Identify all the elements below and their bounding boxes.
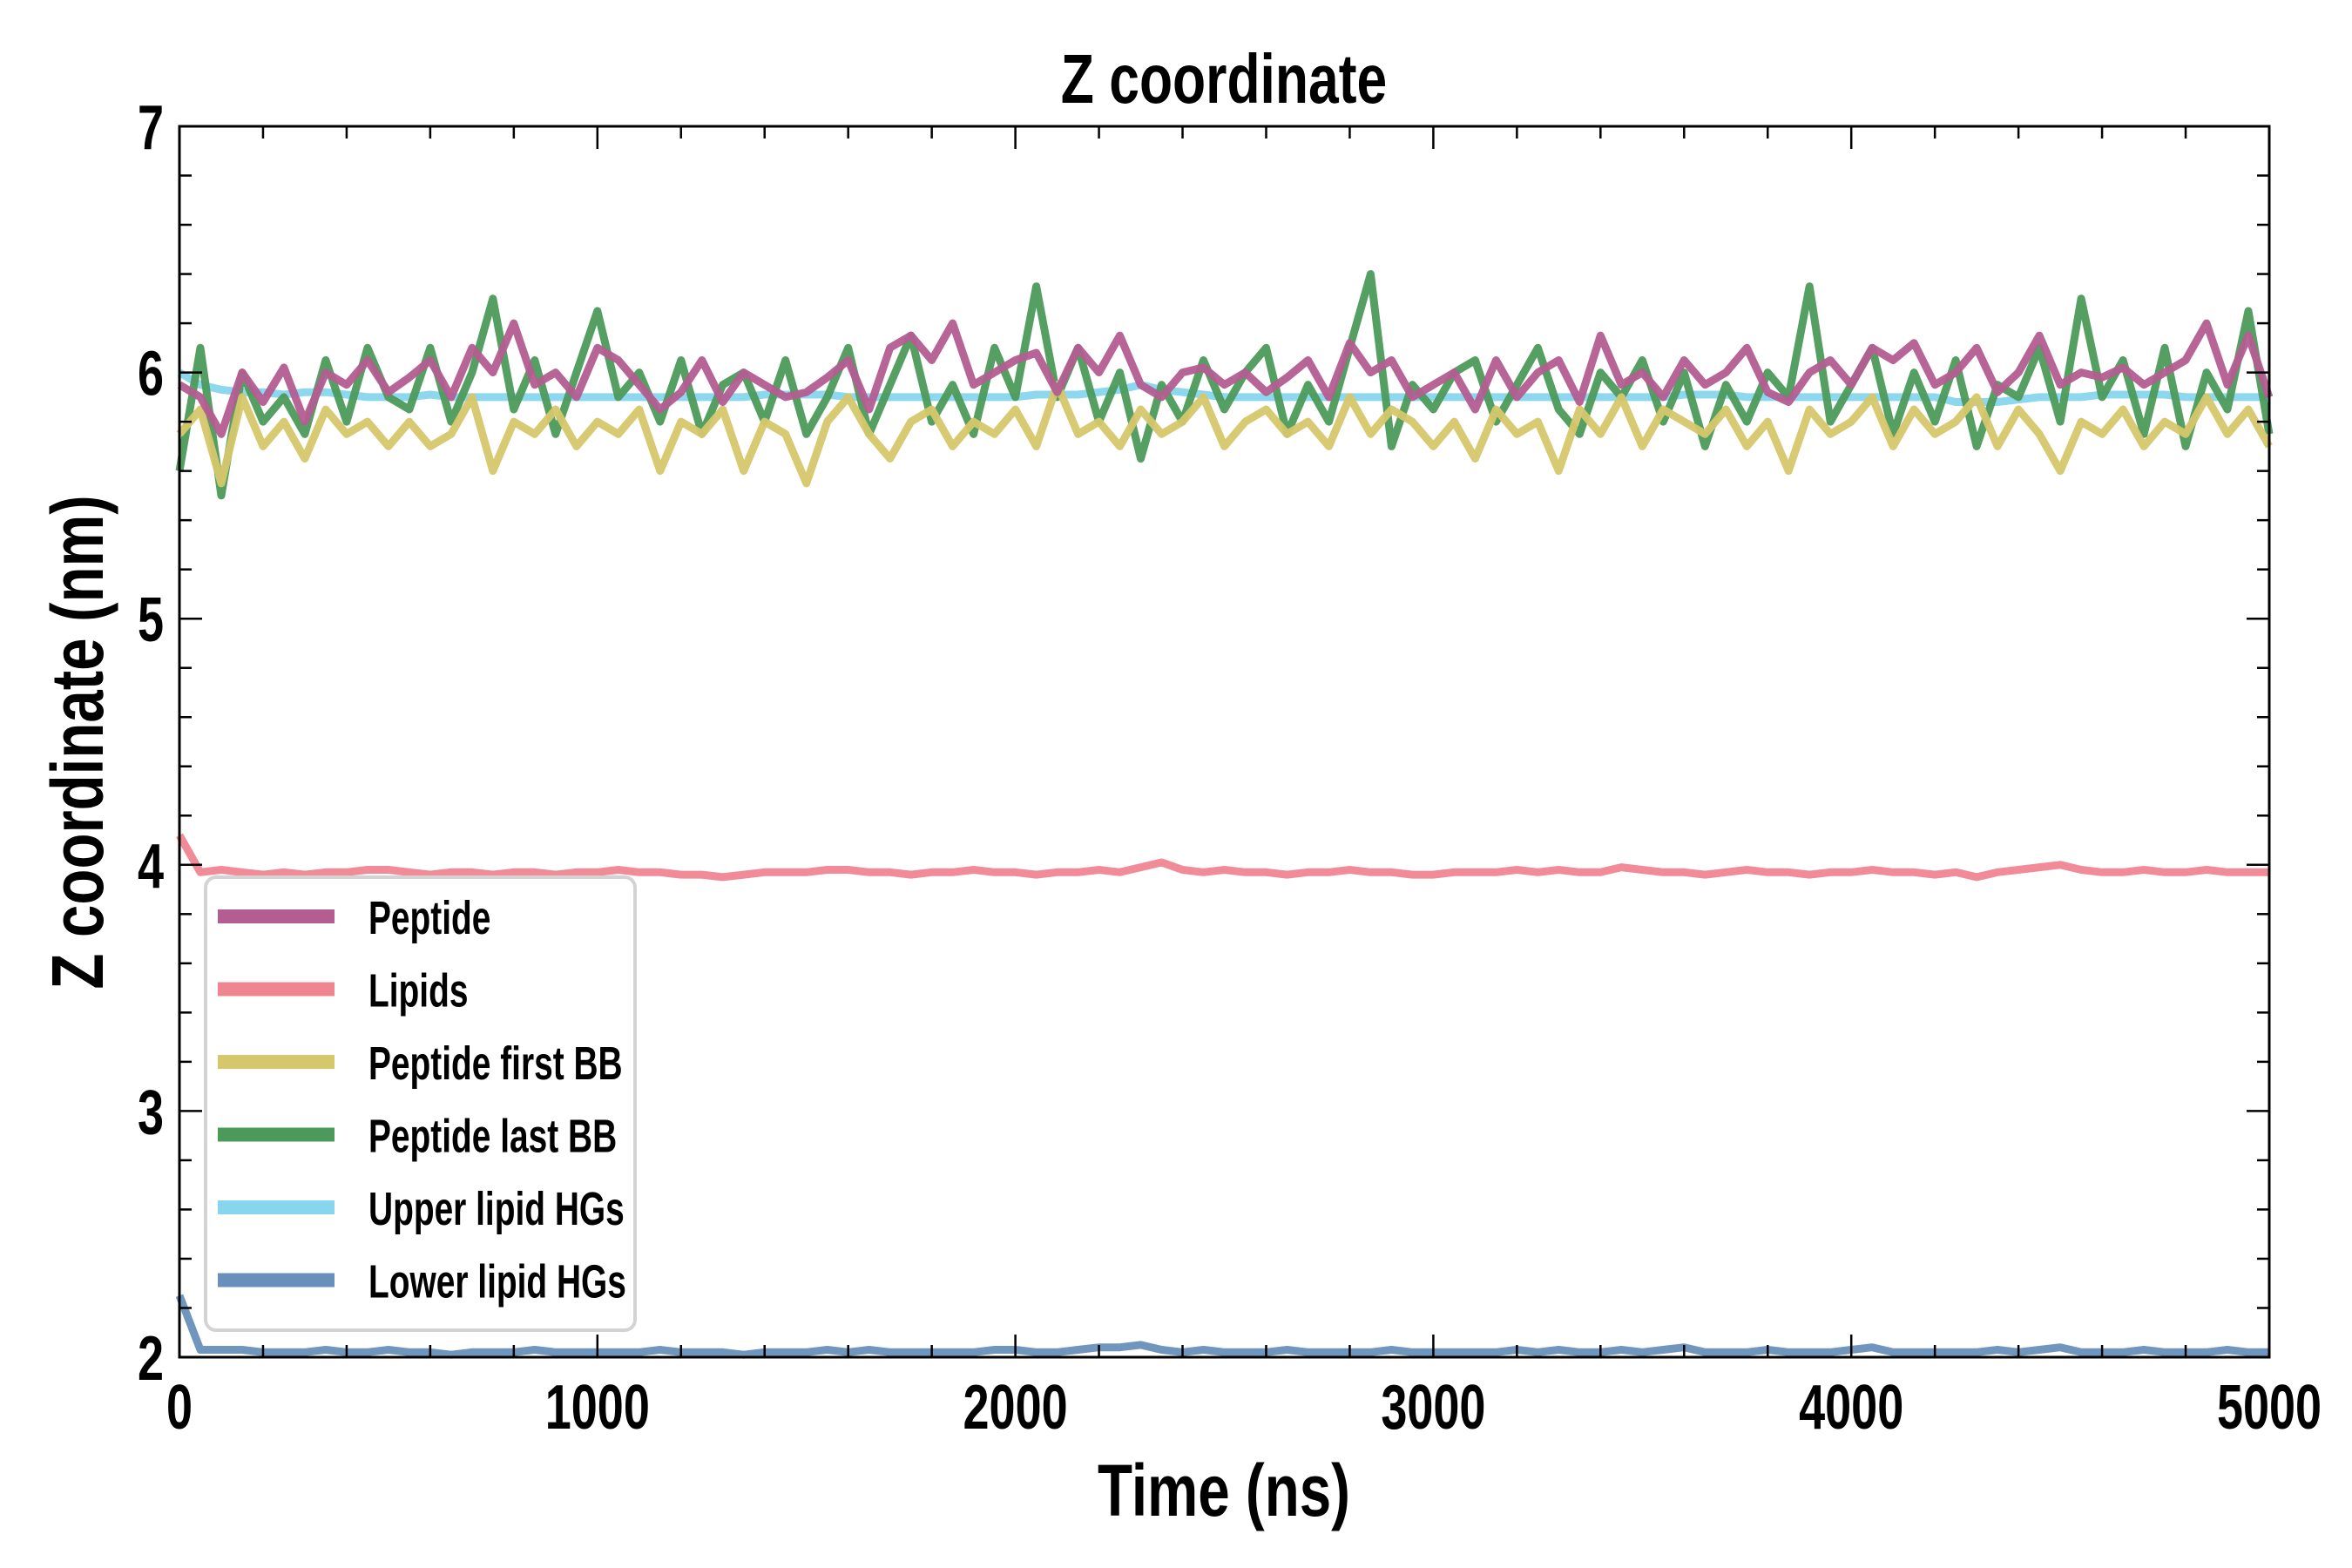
legend-label-peptide-last-bb: Peptide last BB <box>368 1109 617 1162</box>
legend: Peptide Lipids Peptide first BB Peptide las… <box>204 875 637 1332</box>
legend-label-lower-lipid-hgs: Lower lipid HGs <box>368 1254 626 1308</box>
x-tick-label: 0 <box>166 1373 193 1443</box>
x-tick-label: 1000 <box>545 1373 650 1443</box>
x-tick-label: 2000 <box>963 1373 1068 1443</box>
y-tick-label: 3 <box>138 1078 164 1147</box>
series-line-lipids <box>176 833 2269 882</box>
series-line-peptide-last-bb <box>175 270 2274 500</box>
chart-title: Z coordinate <box>1061 41 1387 118</box>
axis-ticks <box>178 125 2271 1359</box>
legend-label-upper-lipid-hgs: Upper lipid HGs <box>368 1182 625 1235</box>
x-tick-label: 5000 <box>2217 1373 2322 1443</box>
legend-label-lipids: Lipids <box>368 963 468 1017</box>
legend-label-peptide-first-bb: Peptide first BB <box>368 1037 623 1090</box>
plot-frame <box>178 125 2271 1359</box>
series-line-peptide <box>177 319 2274 438</box>
x-tick-label: 3000 <box>1381 1373 1485 1443</box>
tick-labels: 0 1000 2000 3000 4000 5000 2 3 4 5 6 7 <box>138 93 2322 1443</box>
series-line-lower-lipid-hgs <box>175 1294 2269 1359</box>
legend-label-peptide: Peptide <box>368 891 490 944</box>
x-axis-label: Time (ns) <box>1098 1450 1350 1531</box>
y-tick-label: 7 <box>138 93 164 163</box>
y-axis-label: Z coordinate (nm) <box>37 495 119 989</box>
y-tick-label: 5 <box>138 585 164 655</box>
y-tick-label: 6 <box>138 339 164 409</box>
series-line-peptide-first-bb <box>176 381 2273 488</box>
y-tick-label: 4 <box>138 831 165 901</box>
x-tick-label: 4000 <box>1799 1373 1903 1443</box>
y-tick-label: 2 <box>138 1324 164 1394</box>
plot-lines <box>175 270 2274 1359</box>
